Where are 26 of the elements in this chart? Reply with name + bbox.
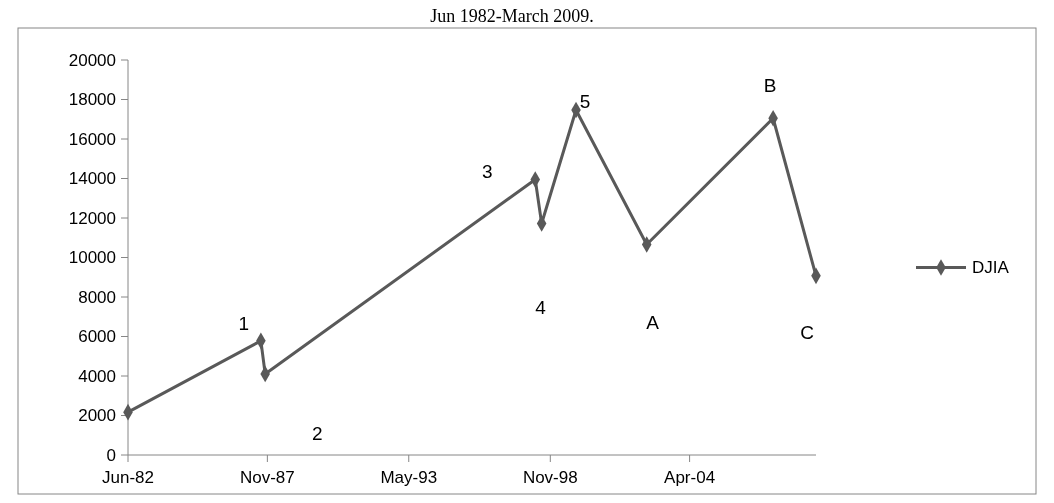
y-tick-label: 20000 [68,50,116,70]
y-tick-label: 14000 [68,169,116,189]
y-tick-label: 16000 [68,129,116,149]
annotation: C [800,321,814,343]
annotation: B [763,74,777,96]
y-tick-label: 8000 [78,287,116,307]
y-tick-label: 6000 [78,327,116,347]
annotation: A [646,312,660,334]
annotation: 1 [238,313,250,335]
legend-label: DJIA [972,258,1010,278]
y-tick-label: 12000 [68,208,116,228]
y-tick-label: 0 [106,445,116,465]
y-tick-label: 4000 [78,366,116,386]
annotation: 4 [535,297,547,319]
chart-title: Jun 1982-March 2009. [430,6,594,26]
x-tick-label: Nov-98 [522,468,578,487]
y-tick-label: 10000 [68,248,116,268]
x-tick-label: Apr-04 [664,468,716,487]
x-tick-label: Jun-82 [102,468,154,487]
annotation: 3 [481,161,493,183]
y-tick-label: 2000 [78,406,116,426]
y-tick-label: 18000 [68,90,116,110]
annotation: 5 [579,90,591,112]
x-tick-label: May-93 [380,468,438,487]
annotation: 2 [311,422,323,444]
x-tick-label: Nov-87 [239,468,295,487]
